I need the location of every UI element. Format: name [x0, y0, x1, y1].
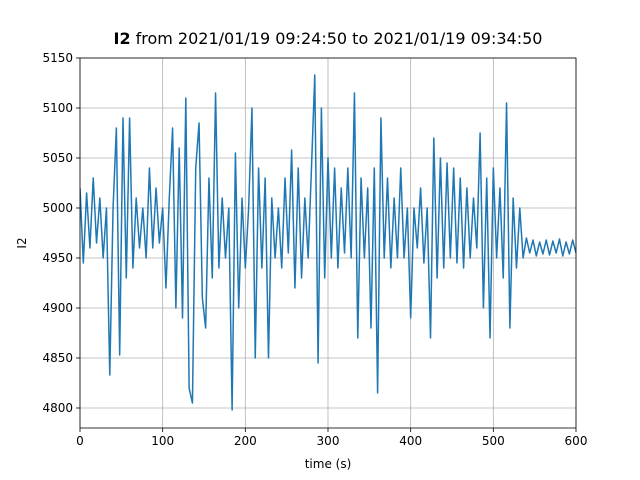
x-tick-label: 400: [399, 434, 422, 448]
y-axis-label: I2: [15, 237, 29, 248]
y-tick-label: 4850: [42, 351, 73, 365]
x-tick-label: 500: [482, 434, 505, 448]
y-tick-label: 4950: [42, 251, 73, 265]
x-tick-label: 300: [317, 434, 340, 448]
title-text: from 2021/01/19 09:24:50 to 2021/01/19 0…: [136, 29, 543, 48]
x-tick-label: 200: [234, 434, 257, 448]
x-tick-label: 100: [151, 434, 174, 448]
x-axis-label: time (s): [305, 457, 352, 471]
y-tick-label: 5100: [42, 101, 73, 115]
data-line: [80, 74, 576, 411]
y-tick-label: 4800: [42, 401, 73, 415]
x-tick-label: 0: [76, 434, 84, 448]
chart-title: I2 from 2021/01/19 09:24:50 to 2021/01/19…: [114, 29, 543, 48]
y-tick-label: 5050: [42, 151, 73, 165]
x-tick-label: 600: [565, 434, 588, 448]
y-tick-label: 4900: [42, 301, 73, 315]
y-tick-label: 5150: [42, 51, 73, 65]
plot-frame: [79, 57, 577, 429]
title-bold: I2: [114, 29, 131, 48]
y-tick-label: 5000: [42, 201, 73, 215]
